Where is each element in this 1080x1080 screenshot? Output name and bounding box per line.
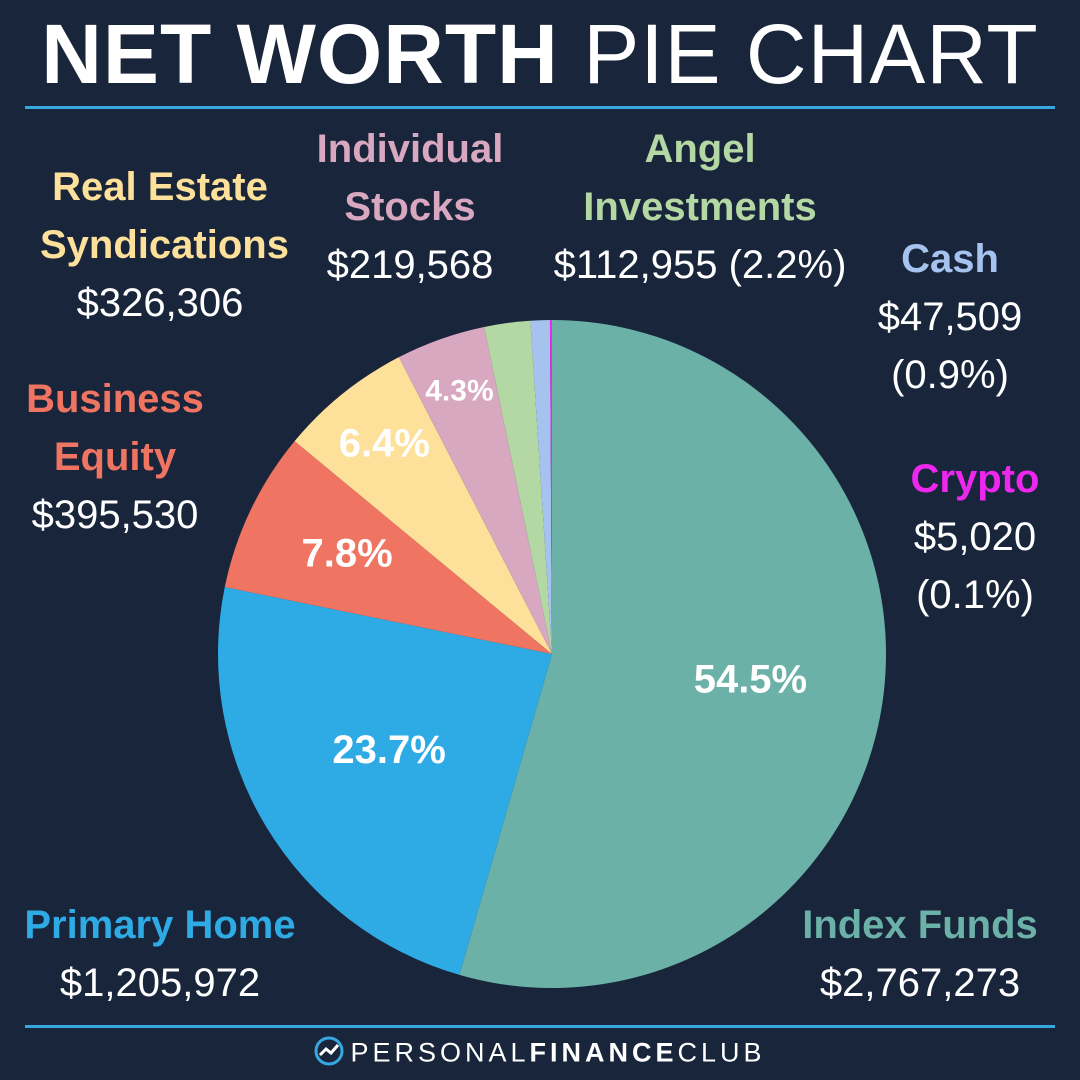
label-business-equity: Business Equity $395,530 [5,370,225,544]
pie-slice-business-equity [224,441,552,654]
label-real-estate-name-2: Syndications [40,223,289,267]
label-angel-amount: $112,955 (2.2%) [553,243,847,287]
label-stocks-amount: $219,568 [326,243,494,287]
pie-slice-primary-home [217,587,552,975]
pie-pct-label-business-equity: 7.8% [302,532,393,576]
top-divider [25,106,1055,109]
label-business-amount: $395,530 [31,493,199,537]
label-real-estate-name-1: Real Estate [52,165,268,209]
brand-logo-icon [314,1036,344,1073]
pie-pct-label-stocks: 4.3% [425,375,493,408]
label-primary-home-amount: $1,205,972 [59,961,261,1005]
label-stocks-name-2: Stocks [344,185,476,229]
pie-slice-stocks [398,326,552,654]
label-crypto-pct: (0.1%) [916,573,1034,617]
pie-pct-label-primary-home: 23.7% [332,728,445,772]
title-bold: NET WORTH [41,7,559,101]
footer-club: CLUB [677,1037,766,1068]
pie-slice-real-estate [294,357,552,654]
label-crypto-amount: $5,020 [913,515,1037,559]
footer-finance: FINANCE [529,1037,678,1068]
label-business-name-2: Equity [53,435,177,479]
label-index-funds-name: Index Funds [802,903,1038,947]
label-angel-name-2: Investments [583,185,817,229]
footer-brand: PERSONALFINANCECLUB [0,1036,1080,1073]
label-real-estate: Real Estate Syndications $326,306 [40,158,289,332]
label-stocks-name-1: Individual [316,127,504,171]
label-stocks: Individual Stocks $219,568 [300,120,520,294]
pie-slice-crypto [549,320,552,654]
label-cash-amount: $47,509 [877,295,1023,339]
label-real-estate-amount: $326,306 [76,281,244,325]
label-index-funds: Index Funds $2,767,273 [790,896,1050,1012]
pie-slice-index-funds [459,320,886,988]
page-title: NET WORTH PIE CHART [0,8,1080,100]
pie-pct-label-real-estate: 6.4% [339,421,430,465]
label-angel-name-1: Angel [644,127,756,171]
label-cash-name: Cash [901,237,999,281]
pie-slice-cash [530,320,552,654]
pie-pct-label-index-funds: 54.5% [694,658,807,702]
label-primary-home: Primary Home $1,205,972 [10,896,310,1012]
label-crypto: Crypto $5,020 (0.1%) [890,450,1060,624]
label-index-funds-amount: $2,767,273 [819,961,1021,1005]
label-angel: Angel Investments $112,955 (2.2%) [540,120,860,294]
label-cash: Cash $47,509 (0.9%) [855,230,1045,404]
label-cash-pct: (0.9%) [891,353,1009,397]
bottom-divider [25,1025,1055,1028]
label-primary-home-name: Primary Home [24,903,296,947]
title-light: PIE CHART [583,7,1039,101]
footer-personal: PERSONAL [350,1037,530,1068]
label-crypto-name: Crypto [910,457,1040,501]
pie-slice-angel [484,320,552,654]
label-business-name-1: Business [26,377,204,421]
